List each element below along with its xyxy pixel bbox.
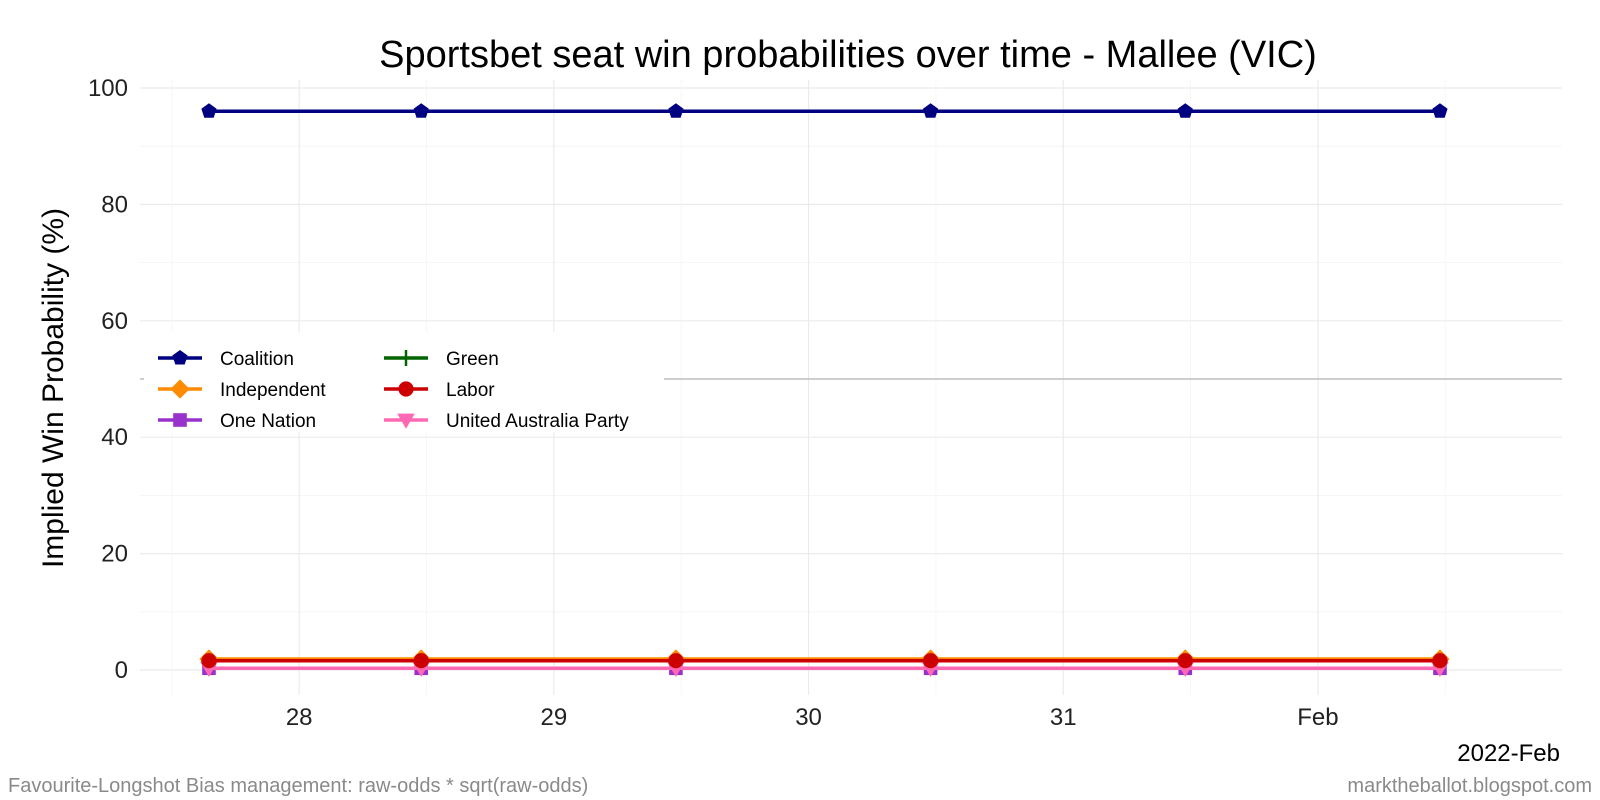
legend: Coalition Green Independent Labor One Nation… xyxy=(144,332,664,432)
x-tick-label: 30 xyxy=(795,704,822,731)
legend-label: Coalition xyxy=(220,349,294,370)
data-point-coalition xyxy=(1432,103,1448,118)
x-axis-sublabel: 2022-Feb xyxy=(1457,740,1560,767)
data-point-labor xyxy=(1177,653,1193,669)
legend-item-labor: Labor xyxy=(384,380,495,401)
legend-label: Green xyxy=(446,349,499,370)
data-point-labor xyxy=(201,653,217,669)
legend-label: One Nation xyxy=(220,411,316,432)
y-axis-label: Implied Win Probability (%) xyxy=(37,208,70,568)
y-tick-label: 20 xyxy=(101,541,128,568)
legend-key-marker xyxy=(173,413,187,427)
data-point-coalition xyxy=(668,103,684,118)
x-tick-label: 28 xyxy=(286,704,313,731)
legend-key-marker xyxy=(170,379,190,399)
y-tick-label: 80 xyxy=(101,191,128,218)
series-united-australia-party xyxy=(200,661,1449,678)
legend-item-green: Green xyxy=(384,349,499,370)
footer-caption: Favourite-Longshot Bias management: raw-… xyxy=(8,775,588,797)
footer-source: marktheballot.blogspot.com xyxy=(1347,775,1592,797)
legend-key-marker xyxy=(398,381,414,397)
data-point-labor xyxy=(668,653,684,669)
legend-label: Labor xyxy=(446,380,495,401)
legend-label: Independent xyxy=(220,380,326,401)
legend-item-independent: Independent xyxy=(158,379,326,401)
legend-item-one-nation: One Nation xyxy=(158,411,316,432)
series-layer xyxy=(199,103,1450,678)
series-labor xyxy=(201,653,1448,669)
axis-labels: 0 20 40 60 80 100 28 29 30 31 Feb xyxy=(88,75,1339,731)
data-point-coalition xyxy=(201,103,217,118)
chart-title: Sportsbet seat win probabilities over ti… xyxy=(379,34,1317,76)
data-point-coalition xyxy=(922,103,939,118)
legend-item-coalition: Coalition xyxy=(158,349,294,370)
data-point-labor xyxy=(922,653,939,669)
x-tick-label: Feb xyxy=(1297,704,1338,731)
data-point-coalition xyxy=(413,103,429,118)
data-point-labor xyxy=(1432,653,1448,669)
y-tick-label: 40 xyxy=(101,424,128,451)
legend-key-marker xyxy=(397,413,415,429)
legend-key-marker xyxy=(398,350,414,366)
x-tick-label: 29 xyxy=(541,704,568,731)
x-tick-label: 31 xyxy=(1050,704,1077,731)
legend-item-united-australia-party: United Australia Party xyxy=(384,411,629,432)
series-coalition xyxy=(201,103,1448,118)
data-point-labor xyxy=(413,653,429,669)
y-tick-label: 100 xyxy=(88,75,128,102)
legend-label: United Australia Party xyxy=(446,411,629,432)
data-point-coalition xyxy=(1177,103,1193,118)
y-tick-label: 0 xyxy=(115,657,128,684)
legend-key-marker xyxy=(172,350,188,365)
y-tick-label: 60 xyxy=(101,308,128,335)
